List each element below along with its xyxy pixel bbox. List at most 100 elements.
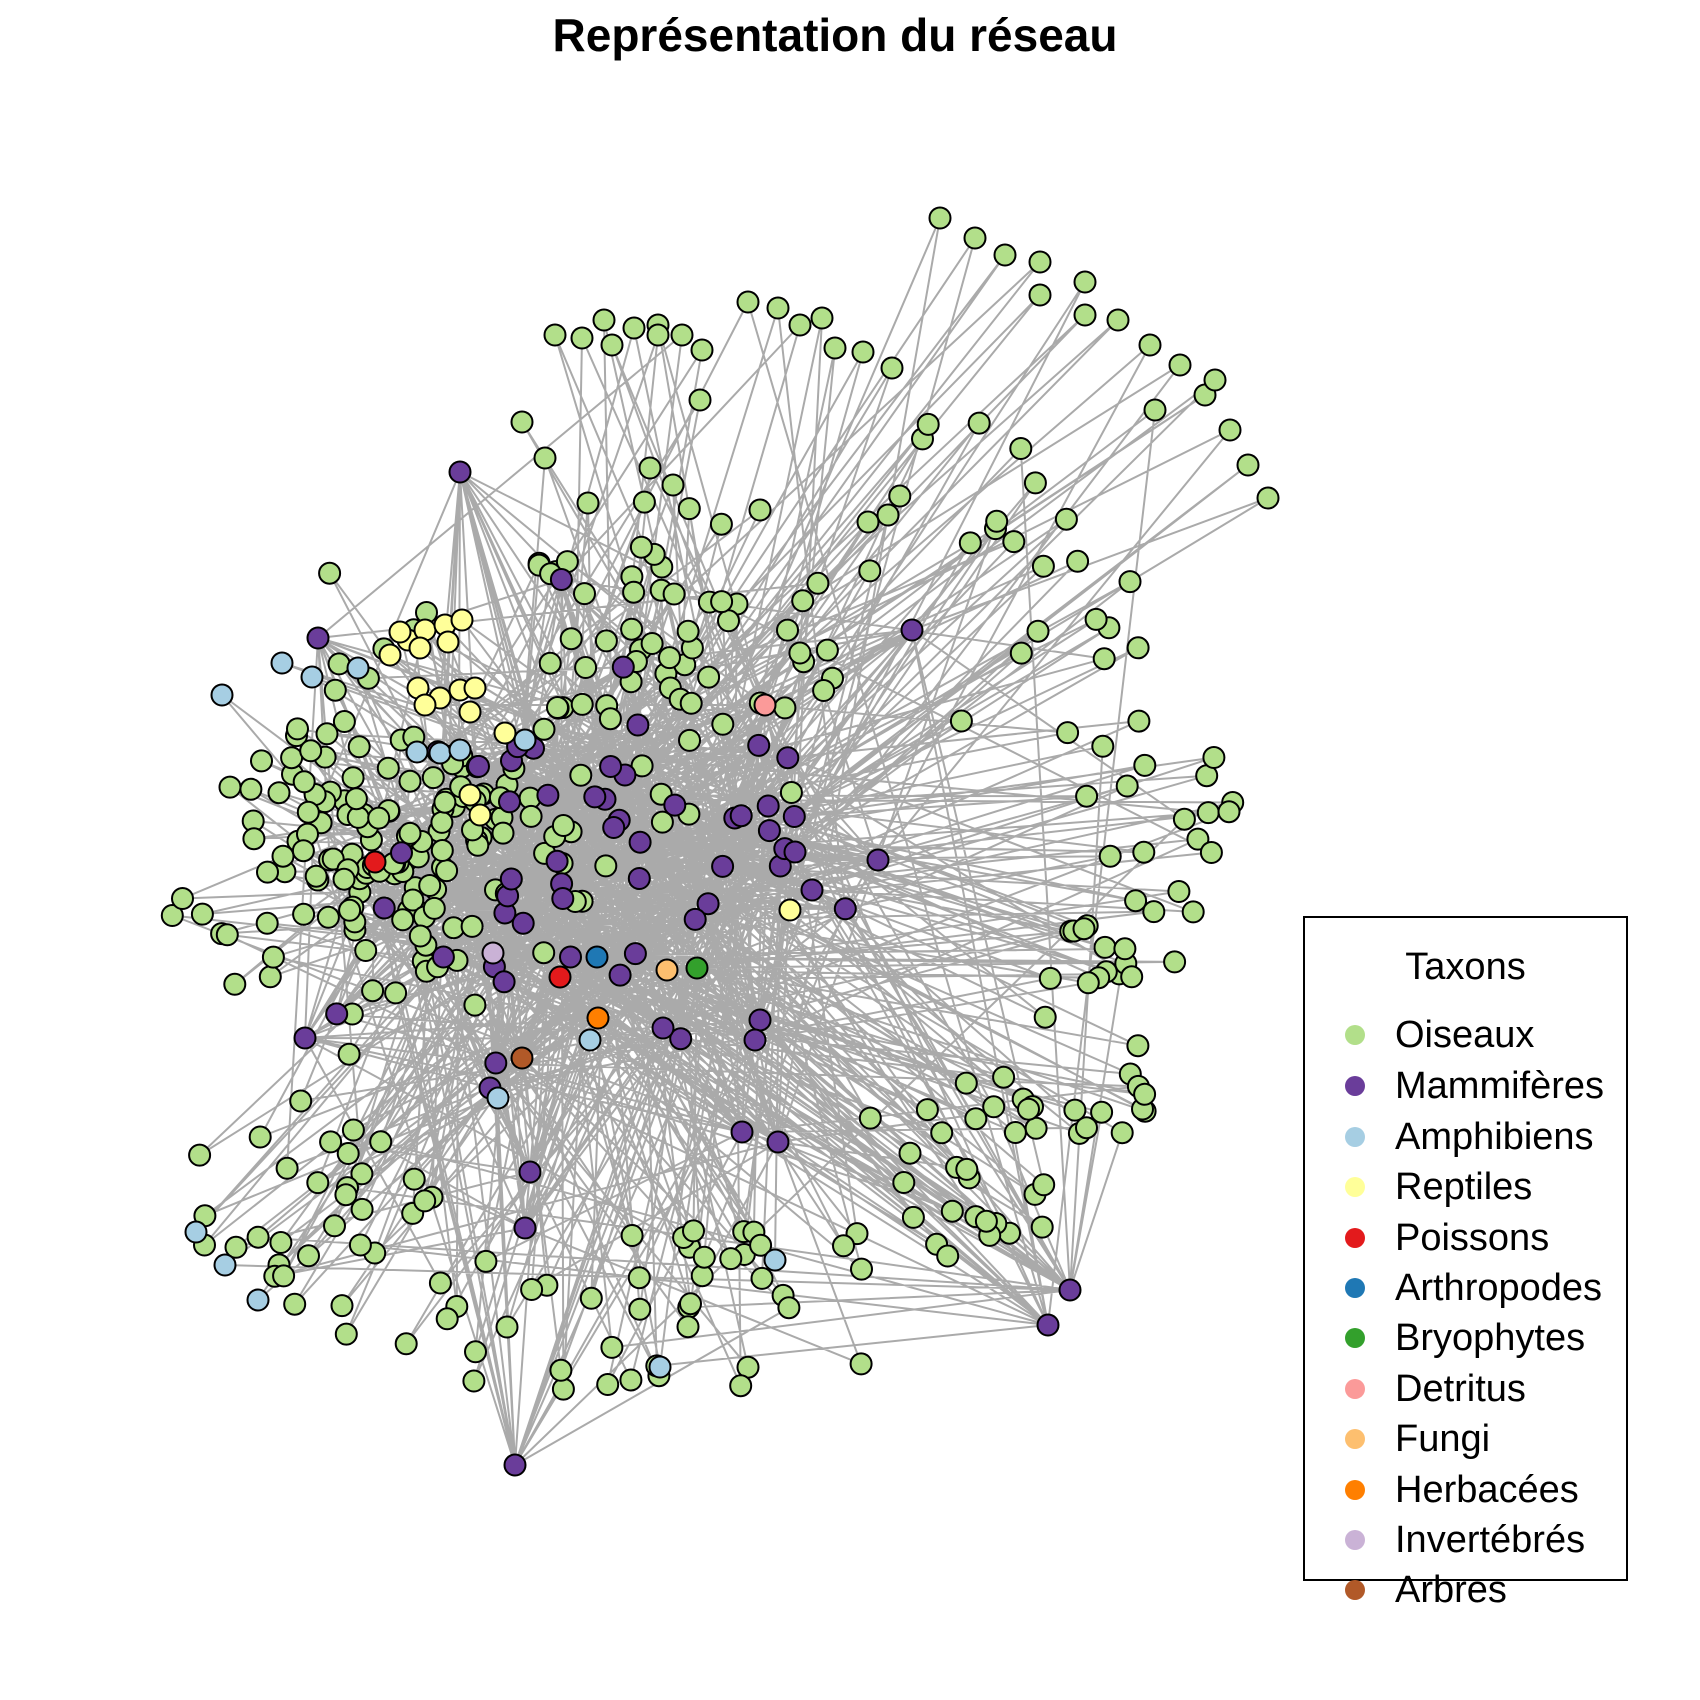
- network-node: [332, 710, 356, 733]
- network-node: [766, 1130, 790, 1154]
- network-node: [160, 904, 184, 927]
- network-node: [858, 1106, 882, 1130]
- network-node: [334, 1322, 358, 1346]
- network-node: [964, 1107, 988, 1131]
- network-node: [832, 1234, 855, 1258]
- network-node: [433, 790, 457, 814]
- network-node: [188, 1143, 212, 1167]
- network-node: [949, 709, 973, 733]
- network-node: [510, 410, 534, 434]
- network-node: [1132, 840, 1156, 864]
- network-node: [1218, 418, 1242, 442]
- network-node: [1163, 950, 1187, 974]
- network-node: [748, 1008, 772, 1032]
- network-node: [688, 388, 712, 412]
- network-node: [1073, 270, 1097, 294]
- network-node: [782, 805, 806, 828]
- network-node: [916, 412, 940, 436]
- network-node: [676, 619, 700, 643]
- network-node: [413, 1189, 437, 1213]
- network-node: [1106, 308, 1130, 332]
- legend-dot: [1345, 1228, 1365, 1248]
- network-node: [1038, 966, 1062, 990]
- network-node: [246, 1225, 270, 1249]
- network-node: [967, 411, 991, 435]
- network-node: [791, 589, 815, 613]
- network-node: [679, 691, 703, 715]
- network-node: [628, 1297, 652, 1321]
- network-node: [570, 326, 594, 350]
- network-node: [620, 1224, 644, 1247]
- network-node: [856, 510, 880, 534]
- network-node: [271, 844, 295, 868]
- network-node: [1113, 937, 1137, 961]
- network-node: [940, 1199, 964, 1223]
- network-node: [332, 867, 356, 891]
- network-node: [915, 1098, 939, 1122]
- network-node: [545, 849, 569, 873]
- network-node: [549, 568, 573, 591]
- network-nodes: [160, 206, 1280, 1477]
- network-node: [1017, 1097, 1040, 1121]
- network-node: [270, 651, 294, 675]
- network-node: [1236, 453, 1260, 477]
- network-node: [628, 830, 652, 854]
- network-node: [629, 535, 653, 559]
- network-node: [730, 1120, 754, 1144]
- legend-dot: [1345, 1580, 1365, 1600]
- network-node: [481, 941, 505, 965]
- network-node: [548, 965, 572, 989]
- network-node: [1181, 900, 1205, 924]
- network-node: [1066, 549, 1090, 573]
- network-node: [511, 911, 535, 935]
- network-node: [413, 693, 437, 717]
- network-node: [880, 356, 904, 380]
- network-node: [958, 531, 982, 555]
- legend-dot: [1345, 1177, 1365, 1197]
- network-node: [779, 781, 803, 804]
- network-node: [354, 939, 378, 962]
- network-node: [776, 746, 800, 770]
- network-node: [551, 887, 575, 910]
- network-node: [627, 867, 651, 890]
- chart-title: Représentation du réseau: [552, 9, 1118, 61]
- legend-label: Mammifères: [1395, 1064, 1605, 1107]
- network-node: [291, 839, 315, 863]
- network-node: [513, 1216, 537, 1240]
- network-node: [304, 864, 328, 888]
- network-node: [430, 810, 454, 834]
- network-node: [602, 816, 626, 839]
- network-node: [1142, 900, 1166, 924]
- network-node: [344, 787, 368, 811]
- network-node: [269, 1231, 293, 1254]
- network-node: [586, 1006, 610, 1030]
- network-node: [297, 1244, 320, 1268]
- network-node: [428, 741, 452, 765]
- network-node: [1028, 250, 1052, 274]
- network-node: [600, 1335, 624, 1359]
- network-node: [638, 456, 662, 480]
- network-node: [1023, 471, 1047, 495]
- legend-label: Poissons: [1395, 1216, 1550, 1259]
- network-node: [1124, 889, 1148, 913]
- network-node: [394, 1332, 418, 1356]
- network-node: [1056, 721, 1080, 745]
- network-node: [391, 908, 415, 932]
- legend-dot: [1345, 1127, 1365, 1147]
- network-node: [648, 1355, 672, 1379]
- network-node: [1110, 1121, 1134, 1145]
- network-node: [1092, 647, 1116, 671]
- network-node: [283, 1292, 307, 1316]
- network-node: [709, 512, 733, 536]
- network-node: [348, 1233, 372, 1257]
- network-edge-lines: [171, 217, 1269, 1466]
- network-node: [876, 503, 900, 527]
- network-node: [711, 854, 735, 878]
- network-node: [1126, 636, 1150, 660]
- network-node: [398, 821, 422, 845]
- network-node: [682, 1219, 705, 1243]
- network-node: [405, 740, 429, 764]
- network-node: [626, 713, 650, 737]
- network-node: [1033, 1005, 1057, 1029]
- network-node: [532, 717, 556, 741]
